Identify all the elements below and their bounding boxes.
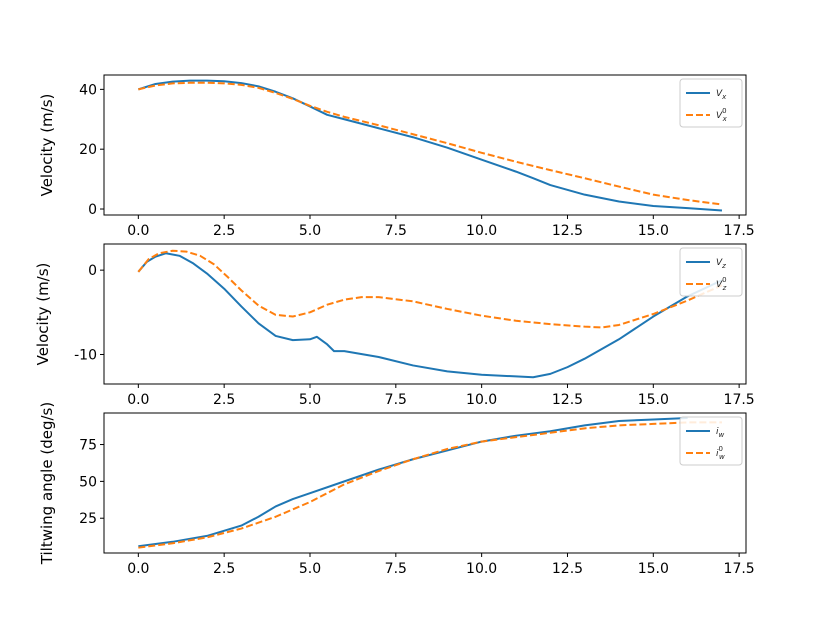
series-line-actual bbox=[138, 79, 723, 212]
series-line-actual bbox=[137, 252, 723, 379]
x-tick-label: 15.0 bbox=[638, 392, 669, 408]
series-line-reference bbox=[138, 81, 723, 206]
x-tick-label: 12.5 bbox=[552, 223, 583, 239]
axes-frame bbox=[103, 412, 747, 554]
y-tick-label: 75 bbox=[79, 438, 97, 454]
x-tick-label: 12.5 bbox=[552, 392, 583, 408]
x-tick-label: 17.5 bbox=[724, 561, 755, 577]
x-tick-label: 2.5 bbox=[213, 392, 235, 408]
y-axis-label: Velocity (m/s) bbox=[34, 263, 52, 366]
x-tick-label: 15.0 bbox=[638, 561, 669, 577]
legend: Vx V0 x bbox=[679, 78, 743, 128]
y-tick-label: 20 bbox=[79, 142, 97, 158]
x-tick-label: 5.0 bbox=[299, 392, 321, 408]
legend-label: i0 w bbox=[716, 445, 725, 461]
legend-label: iw bbox=[716, 427, 725, 439]
legend-label: Vx bbox=[716, 89, 727, 101]
subplot-1: 0.0 2.5 5.0 7.5 10.0 12.5 15.0 17.5 0 20 40 Velocit… bbox=[38, 74, 755, 239]
series-line-reference bbox=[137, 249, 723, 329]
x-tick-label: 12.5 bbox=[552, 561, 583, 577]
series-line-reference bbox=[138, 421, 722, 549]
x-tick-label: 5.0 bbox=[299, 223, 321, 239]
x-tick-label: 7.5 bbox=[385, 392, 407, 408]
legend-box bbox=[679, 247, 743, 297]
legend-box bbox=[679, 416, 743, 466]
x-tick-label: 17.5 bbox=[724, 392, 755, 408]
y-tick-label: 0 bbox=[88, 202, 97, 218]
x-tick-label: 0.0 bbox=[127, 561, 149, 577]
axes-frame bbox=[103, 74, 747, 216]
x-tick-label: 17.5 bbox=[724, 223, 755, 239]
legend-label: V0 x bbox=[716, 107, 728, 123]
x-tick-label: 10.0 bbox=[466, 561, 497, 577]
y-tick-label: 40 bbox=[79, 82, 97, 98]
subplot-2: 0.0 2.5 5.0 7.5 10.0 12.5 15.0 17.5 0 -10 Velocity… bbox=[34, 243, 755, 408]
legend-box bbox=[679, 78, 743, 128]
legend: iw i0 w bbox=[679, 416, 743, 466]
x-tick-label: 5.0 bbox=[299, 561, 321, 577]
x-tick-label: 0.0 bbox=[127, 392, 149, 408]
y-tick-label: 25 bbox=[79, 511, 97, 527]
axes-frame bbox=[103, 243, 747, 385]
x-tick-label: 2.5 bbox=[213, 561, 235, 577]
legend-label: V0 z bbox=[716, 276, 727, 292]
x-tick-label: 7.5 bbox=[385, 223, 407, 239]
x-tick-label: 2.5 bbox=[213, 223, 235, 239]
y-axis-label: Tiltwing angle (deg/s) bbox=[38, 402, 56, 565]
x-tick-label: 7.5 bbox=[385, 561, 407, 577]
x-tick-label: 10.0 bbox=[466, 223, 497, 239]
y-tick-label: -10 bbox=[74, 347, 97, 363]
legend-label: Vz bbox=[716, 258, 726, 270]
x-tick-label: 15.0 bbox=[638, 223, 669, 239]
x-tick-label: 10.0 bbox=[466, 392, 497, 408]
series-line-actual bbox=[138, 417, 688, 548]
y-tick-label: 50 bbox=[79, 474, 97, 490]
y-tick-label: 0 bbox=[88, 263, 97, 279]
x-tick-label: 0.0 bbox=[127, 223, 149, 239]
legend: Vz V0 z bbox=[679, 247, 743, 297]
subplot-3: 0.0 2.5 5.0 7.5 10.0 12.5 15.0 17.5 25 50 75 Tiltwi… bbox=[38, 402, 755, 577]
y-axis-label: Velocity (m/s) bbox=[38, 94, 56, 197]
